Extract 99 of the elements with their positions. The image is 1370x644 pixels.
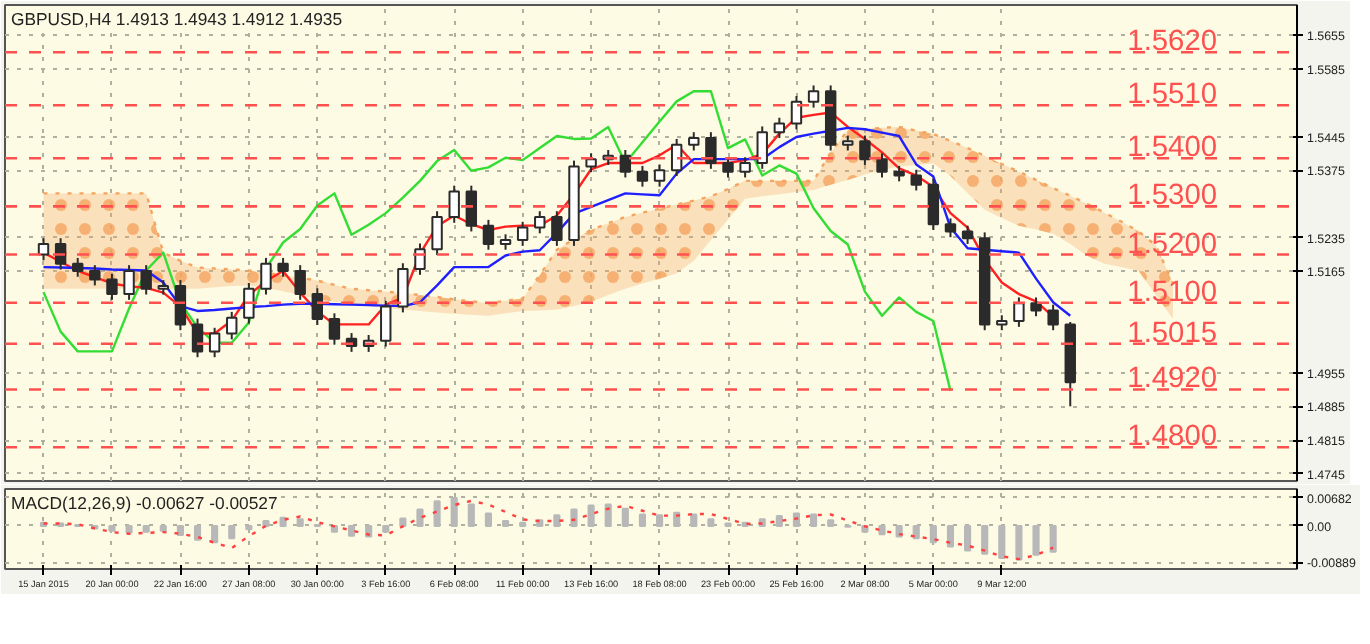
line-series <box>42 90 952 393</box>
candlestick <box>89 264 101 287</box>
bar <box>125 524 133 534</box>
bar <box>998 524 1006 559</box>
candlestick <box>551 210 563 247</box>
bar <box>604 503 612 527</box>
candlestick <box>482 218 495 251</box>
ref-line-label: 1.5300 <box>1127 180 1217 213</box>
ref-line-label: 1.5100 <box>1127 276 1217 309</box>
candlestick <box>431 210 443 257</box>
candlestick <box>465 184 478 233</box>
bar <box>1032 524 1040 556</box>
bar <box>228 524 236 540</box>
bar <box>553 514 561 527</box>
bar <box>912 524 920 540</box>
candlestick <box>397 262 409 314</box>
bar <box>176 524 184 536</box>
candlestick <box>328 312 341 346</box>
bar <box>587 504 595 527</box>
bar <box>964 524 972 552</box>
bar <box>1015 524 1023 561</box>
candlestick <box>756 125 768 170</box>
candlestick <box>208 326 221 359</box>
chart-title: GBPUSD,H4 1.4913 1.4943 1.4912 1.4935 <box>11 9 343 29</box>
candlestick <box>619 149 632 179</box>
bar <box>878 524 886 536</box>
bar <box>467 503 475 527</box>
candlestick <box>72 256 84 278</box>
ref-line-label: 1.4800 <box>1127 421 1217 454</box>
bar <box>484 512 492 527</box>
bar <box>399 517 407 527</box>
candlestick <box>944 217 957 239</box>
candlestick <box>534 210 546 235</box>
bar <box>279 516 287 527</box>
bar <box>655 514 664 527</box>
candlestick <box>380 299 392 348</box>
bar <box>775 515 783 527</box>
bar <box>142 524 150 533</box>
ref-line-label: 1.5200 <box>1127 228 1217 261</box>
candlestick <box>311 287 324 326</box>
bar <box>810 513 818 527</box>
bar <box>707 518 715 527</box>
bar <box>262 520 270 527</box>
candlestick <box>739 156 751 179</box>
ref-line-label: 1.5510 <box>1127 79 1217 112</box>
bar <box>433 500 441 527</box>
bar <box>211 524 219 544</box>
bar <box>638 513 647 527</box>
bar <box>193 524 202 541</box>
candlestick <box>773 116 786 139</box>
candlestick <box>790 95 803 131</box>
candlestick <box>106 272 118 301</box>
candlestick <box>653 163 666 188</box>
bar <box>296 518 304 527</box>
bar <box>347 524 356 537</box>
candlestick <box>705 131 717 170</box>
candlestick <box>294 264 306 301</box>
ref-line-label: 1.4920 <box>1127 363 1217 396</box>
bar <box>570 508 578 527</box>
candlestick <box>927 177 940 231</box>
candlestick <box>191 317 204 359</box>
ref-line-label: 1.5015 <box>1127 317 1217 350</box>
candlestick <box>277 256 289 278</box>
bar <box>450 497 458 527</box>
bar <box>159 524 167 532</box>
chart-title: MACD(12,26,9) -0.00627 -0.00527 <box>11 493 278 513</box>
candlestick <box>243 281 255 325</box>
candlestick <box>859 134 871 166</box>
candlestick <box>910 168 922 192</box>
candlestick <box>37 237 50 262</box>
candlestick <box>260 256 272 296</box>
candlestick <box>636 164 649 188</box>
candlestick <box>876 152 888 179</box>
ref-line-label: 1.5620 <box>1127 26 1217 59</box>
candlestick <box>1013 296 1025 328</box>
candlestick <box>1047 303 1059 332</box>
candlestick <box>670 137 683 178</box>
bar <box>981 524 989 555</box>
bar <box>416 508 424 527</box>
candlestick <box>516 220 529 247</box>
candlestick <box>1030 296 1042 318</box>
bar <box>1049 524 1057 553</box>
bar <box>827 519 835 527</box>
ref-line-label: 1.5400 <box>1127 132 1217 165</box>
candlestick <box>807 84 820 109</box>
bar <box>946 524 955 548</box>
candlestick <box>140 264 152 296</box>
candlestick <box>722 156 734 179</box>
bar <box>108 524 116 532</box>
bar <box>501 520 510 527</box>
bar <box>382 524 390 533</box>
candlestick <box>123 264 135 301</box>
bar <box>690 513 698 527</box>
candlestick <box>226 310 238 341</box>
candlestick <box>688 131 700 152</box>
candlestick <box>448 184 460 224</box>
bar <box>621 507 629 527</box>
candlestick <box>961 224 974 245</box>
bar <box>929 524 937 544</box>
